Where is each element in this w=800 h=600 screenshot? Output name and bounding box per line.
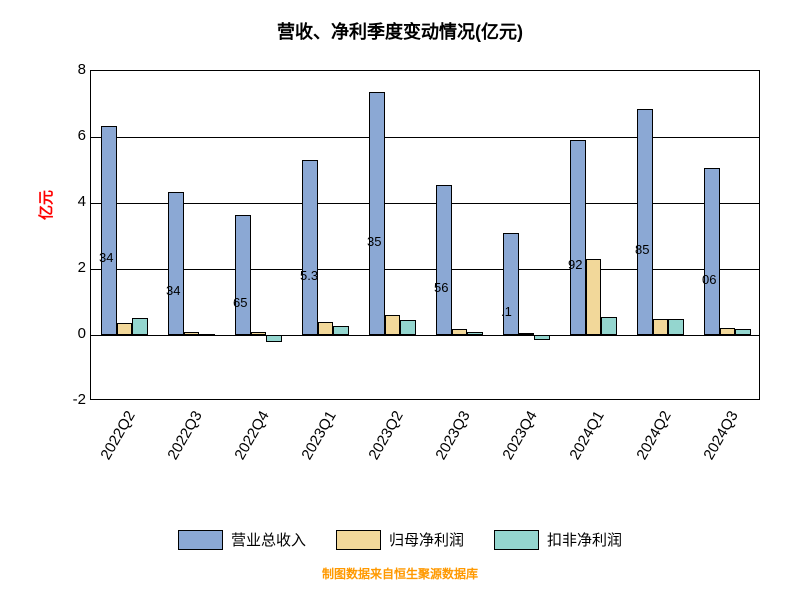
bar-营业总收入 <box>704 168 720 335</box>
bar-扣非净利润 <box>132 318 148 335</box>
bar-营业总收入 <box>235 215 251 335</box>
plot-area: 3434655.33556.1928506 <box>90 70 760 400</box>
bar-归母净利润 <box>385 315 401 335</box>
bar-营业总收入 <box>101 126 117 335</box>
bar-扣非净利润 <box>266 335 282 342</box>
bar-label: 35 <box>367 234 387 249</box>
ytick-label: -2 <box>46 391 86 408</box>
source-text: 制图数据来自恒生聚源数据库 <box>0 565 800 582</box>
bar-归母净利润 <box>184 332 200 335</box>
ytick-label: 6 <box>46 127 86 144</box>
bar-营业总收入 <box>503 233 519 335</box>
gridline <box>91 137 759 138</box>
xtick-label: 2023Q4 <box>486 408 541 486</box>
bar-归母净利润 <box>318 322 334 335</box>
bar-归母净利润 <box>586 259 602 335</box>
bar-label: 65 <box>233 295 253 310</box>
bar-label: .1 <box>501 304 521 319</box>
bar-扣非净利润 <box>534 335 550 340</box>
bar-扣非净利润 <box>668 319 684 336</box>
bar-归母净利润 <box>251 332 267 335</box>
bar-归母净利润 <box>519 333 535 335</box>
gridline <box>91 203 759 204</box>
bar-扣非净利润 <box>199 334 215 336</box>
xtick-label: 2024Q3 <box>687 408 742 486</box>
bar-label: 34 <box>99 250 119 265</box>
xtick-label: 2023Q3 <box>419 408 474 486</box>
bar-营业总收入 <box>637 109 653 335</box>
bar-营业总收入 <box>436 185 452 335</box>
ytick-label: 2 <box>46 259 86 276</box>
bar-归母净利润 <box>653 319 669 336</box>
legend-swatch <box>494 530 539 550</box>
bar-扣非净利润 <box>333 326 349 335</box>
ytick-label: 0 <box>46 325 86 342</box>
xtick-label: 2024Q1 <box>553 408 608 486</box>
legend-swatch <box>336 530 381 550</box>
ytick-label: 4 <box>46 193 86 210</box>
bar-扣非净利润 <box>735 329 751 335</box>
ytick-label: 8 <box>46 61 86 78</box>
bar-归母净利润 <box>452 329 468 335</box>
xtick-label: 2022Q2 <box>84 408 139 486</box>
xtick-label: 2022Q3 <box>151 408 206 486</box>
legend-label: 归母净利润 <box>389 529 464 550</box>
xtick-label: 2024Q2 <box>620 408 675 486</box>
legend-label: 营业总收入 <box>231 529 306 550</box>
legend: 营业总收入 归母净利润 扣非净利润 <box>0 529 800 550</box>
bar-营业总收入 <box>369 92 385 335</box>
legend-item: 营业总收入 <box>178 529 306 550</box>
bar-归母净利润 <box>117 323 133 335</box>
bar-label: 06 <box>702 272 722 287</box>
legend-label: 扣非净利润 <box>547 529 622 550</box>
bar-label: 85 <box>635 242 655 257</box>
bar-归母净利润 <box>720 328 736 335</box>
xtick-label: 2023Q1 <box>285 408 340 486</box>
bar-营业总收入 <box>570 140 586 335</box>
bar-营业总收入 <box>302 160 318 335</box>
bar-扣非净利润 <box>467 332 483 335</box>
bar-label: 34 <box>166 283 186 298</box>
bar-扣非净利润 <box>601 317 617 335</box>
legend-swatch <box>178 530 223 550</box>
xtick-label: 2023Q2 <box>352 408 407 486</box>
chart-title: 营收、净利季度变动情况(亿元) <box>0 0 800 44</box>
bar-label: 56 <box>434 280 454 295</box>
bar-label: 5.3 <box>300 268 320 283</box>
bar-营业总收入 <box>168 192 184 335</box>
legend-item: 归母净利润 <box>336 529 464 550</box>
bar-扣非净利润 <box>400 320 416 335</box>
gridline <box>91 269 759 270</box>
legend-item: 扣非净利润 <box>494 529 622 550</box>
gridline <box>91 335 759 336</box>
xtick-label: 2022Q4 <box>218 408 273 486</box>
